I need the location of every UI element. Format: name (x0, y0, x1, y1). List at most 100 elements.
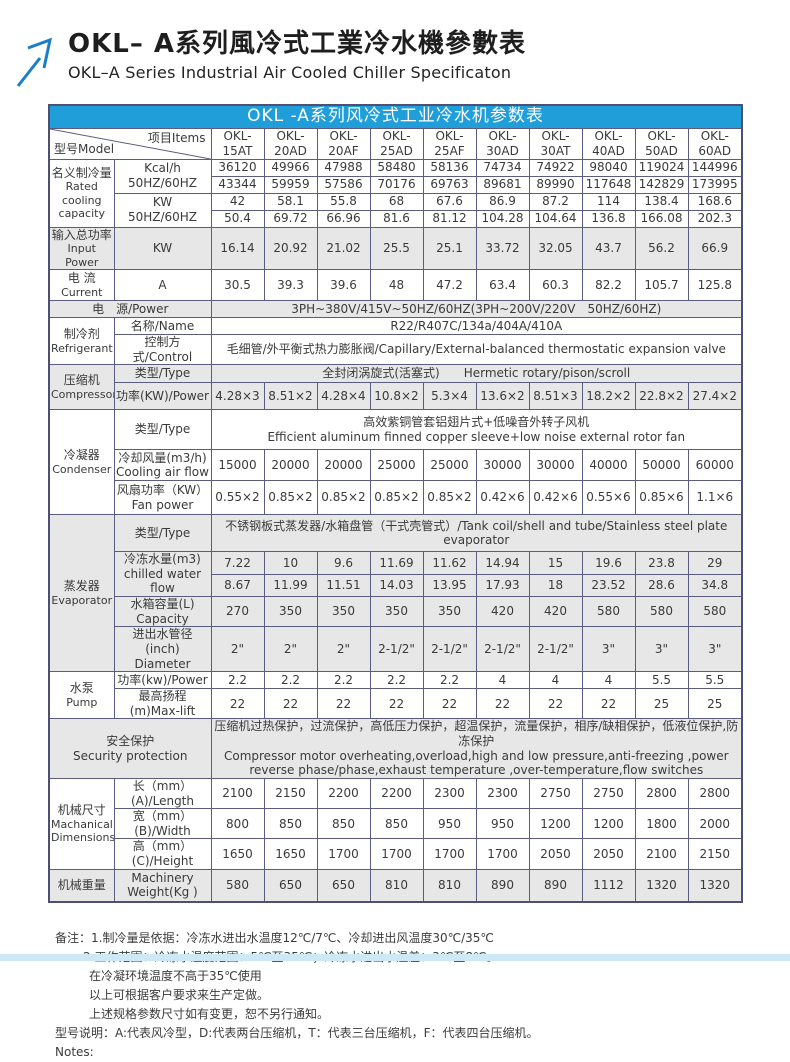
value-cell: 4 (475, 671, 530, 690)
value-cell: 2150 (263, 777, 318, 810)
value-cell: 950 (422, 808, 477, 840)
value-cell: 8.51×3 (528, 382, 583, 411)
value-cell: 1200 (581, 808, 636, 840)
value-cell: OKL- 30AD (475, 127, 530, 160)
value-cell: 2.2 (422, 671, 477, 690)
evaporator-type-value: 不锈钢板式蒸发器/水箱盘管（干式壳管式）/Tank coil/shell and… (210, 514, 743, 553)
value-cell: 950 (475, 808, 530, 840)
value-cell: 69.72 (263, 209, 318, 228)
row-label-compressor: 压缩机 Compressor (48, 364, 115, 411)
value-cell: 67.6 (422, 192, 477, 211)
value-cell: 850 (263, 808, 318, 840)
row-label-en: Refrigerant (51, 341, 113, 355)
value-cell: 63.4 (475, 268, 530, 301)
condenser-type-cn: 高效紫铜管套铝翅片式+低噪音外转子风机 (363, 415, 590, 430)
value-cell: 58480 (369, 158, 424, 177)
value-cell: 86.9 (475, 192, 530, 211)
table-banner: OKL -A系列风冷式工业冷水机参数表 (48, 104, 743, 129)
row-label-en: Security protection (73, 748, 188, 763)
brand-arrow-icon (14, 34, 58, 92)
value-cell: 23.52 (581, 573, 636, 598)
value-cell: 5.3×4 (422, 382, 477, 411)
value-cell: 168.6 (687, 192, 743, 211)
condenser-type-value: 高效紫铜管套铝翅片式+低噪音外转子风机 Efficient aluminum f… (210, 409, 743, 451)
item-label-current-unit: A (113, 268, 212, 301)
value-cell: 11.99 (263, 573, 318, 598)
value-cell: 29 (687, 551, 743, 575)
item-label-kw: KW 50HZ/60HZ (113, 192, 212, 228)
value-cell: 2200 (316, 777, 371, 810)
value-cell: 36120 (210, 158, 265, 177)
value-cell: 2000 (687, 808, 743, 840)
value-cell: 27.4×2 (687, 382, 743, 411)
value-cell: 104.28 (475, 209, 530, 228)
page-header: OKL– A系列風冷式工業冷水機參數表 OKL–A Series Industr… (14, 29, 790, 92)
condenser-type-en: Efficient aluminum finned copper sleeve+… (267, 429, 686, 444)
value-cell: 166.08 (634, 209, 689, 228)
row-label-current: 电 流 Current (48, 268, 115, 301)
value-cell: 2200 (369, 777, 424, 810)
value-cell: 2-1/2" (528, 626, 583, 673)
row-label-cn: 冷凝器 (63, 448, 100, 463)
row-label-power-source: 电 源/Power (48, 299, 212, 318)
value-cell: 1320 (687, 868, 743, 903)
value-cell: 119024 (634, 158, 689, 177)
row-label-en: Pump (66, 695, 98, 709)
value-cell: 4.28×4 (316, 382, 371, 411)
value-cell: 58.1 (263, 192, 318, 211)
item-label-evaporator-water: 冷冻水量(m3) chilled water flow (113, 551, 212, 598)
note-line: 以上可根据客户要求来生产定做。 (89, 988, 270, 1003)
value-cell: 2800 (687, 777, 743, 810)
value-cell: 2" (316, 626, 371, 673)
item-label-input-power-unit: KW (113, 226, 212, 270)
security-value: 压缩机过热保护，过流保护，高低压力保护，超温保护，流量保护，相序/缺相保护，低液… (210, 718, 743, 779)
value-cell: 144996 (687, 158, 743, 177)
value-cell: 580 (687, 596, 743, 628)
value-cell: 30.5 (210, 268, 265, 301)
value-cell: 32.05 (528, 226, 583, 270)
value-cell: 2050 (581, 838, 636, 870)
value-cell: 1700 (422, 838, 477, 870)
value-cell: 50.4 (210, 209, 265, 228)
footer-strip (0, 954, 790, 961)
row-label-input-power: 输入总功率 Input Power (48, 226, 115, 270)
value-cell: 0.55×2 (210, 480, 265, 516)
value-cell: 89681 (475, 175, 530, 194)
row-label-refrigerant: 制冷剂 Refrigerant (48, 316, 115, 366)
value-cell: 3" (581, 626, 636, 673)
value-cell: 1700 (369, 838, 424, 870)
value-cell: 25.1 (422, 226, 477, 270)
value-cell: 104.64 (528, 209, 583, 228)
value-cell: 60.3 (528, 268, 583, 301)
value-cell: 138.4 (634, 192, 689, 211)
value-cell: 650 (316, 868, 371, 903)
value-cell: 580 (210, 868, 265, 903)
value-cell: 0.42×6 (475, 480, 530, 516)
note-line: 型号说明：A:代表风冷型，D:代表两台压缩机，T：代表三台压缩机，F：代表四台压… (55, 1026, 539, 1041)
value-cell: 350 (263, 596, 318, 628)
value-cell: 22 (581, 688, 636, 720)
value-cell: 25000 (369, 449, 424, 482)
item-label-width: 宽（mm）(B)/Width (113, 808, 212, 840)
value-cell: 22 (316, 688, 371, 720)
value-cell: 0.85×2 (263, 480, 318, 516)
value-cell: 2.2 (369, 671, 424, 690)
value-cell: 890 (528, 868, 583, 903)
row-label-cn: 压缩机 (63, 373, 100, 388)
value-cell: OKL- 40AD (581, 127, 636, 160)
value-cell: 1700 (475, 838, 530, 870)
value-cell: 22 (210, 688, 265, 720)
value-cell: 2.2 (210, 671, 265, 690)
row-label-en: Compressor (51, 387, 114, 401)
value-cell: 2100 (210, 777, 265, 810)
value-cell: 350 (369, 596, 424, 628)
value-cell: 56.2 (634, 226, 689, 270)
value-cell: 136.8 (581, 209, 636, 228)
item-label-height: 高（mm）(C)/Height (113, 838, 212, 870)
value-cell: 22.8×2 (634, 382, 689, 411)
value-cell: 89990 (528, 175, 583, 194)
item-label-condenser-fan: 风扇功率（KW） Fan power (113, 480, 212, 516)
refrigerant-control-value: 毛细管/外平衡式热力膨胀阀/Capillary/External-balance… (210, 333, 743, 366)
value-cell: 42 (210, 192, 265, 211)
value-cell: 66.96 (316, 209, 371, 228)
